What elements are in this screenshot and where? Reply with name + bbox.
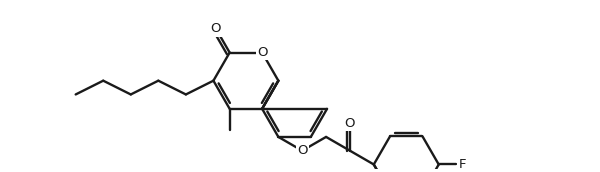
Text: O: O (297, 144, 307, 157)
Text: O: O (344, 117, 355, 130)
Text: F: F (458, 158, 466, 171)
Text: O: O (257, 46, 268, 59)
Text: O: O (211, 22, 221, 35)
